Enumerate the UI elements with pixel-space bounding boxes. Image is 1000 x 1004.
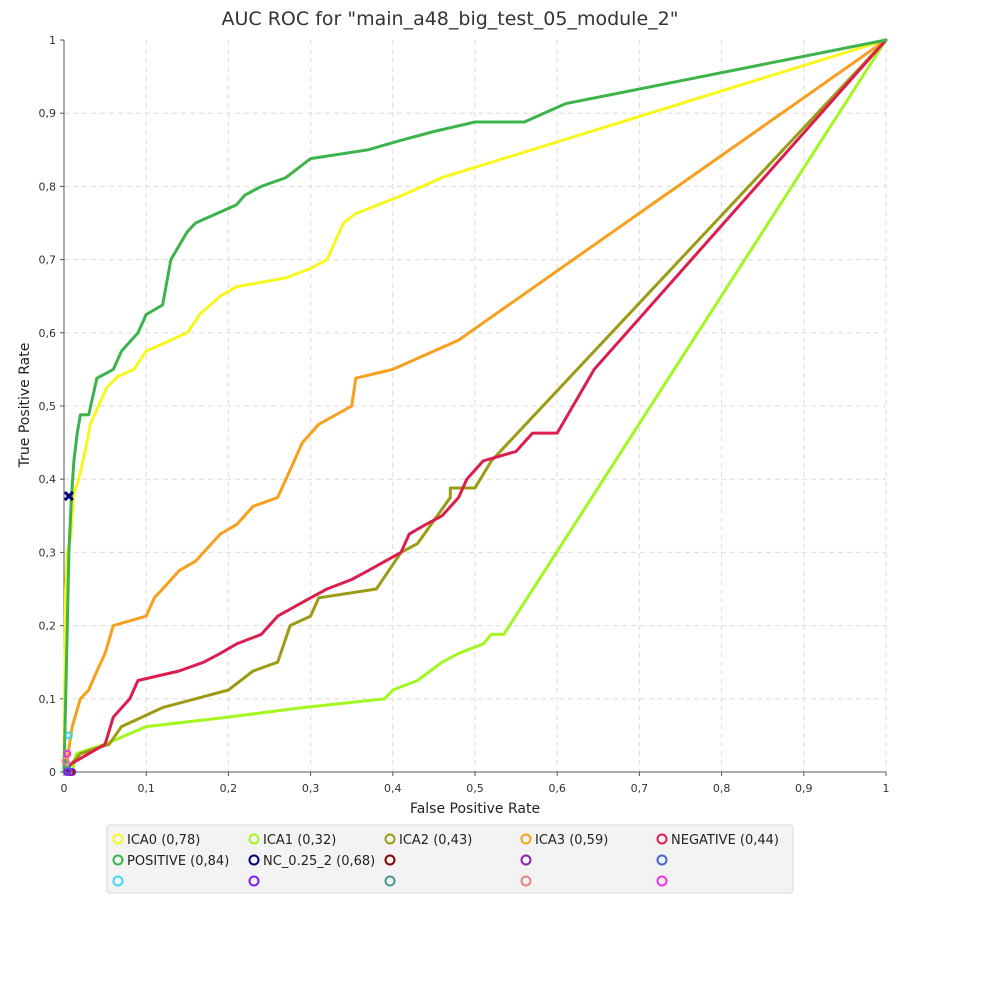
legend-marker-2[interactable] <box>384 833 396 845</box>
series-line-4 <box>62 38 888 774</box>
x-tick-label: 0,1 <box>137 782 155 795</box>
legend-marker-3[interactable] <box>520 833 532 845</box>
x-tick-label: 0,3 <box>302 782 320 795</box>
y-tick-label: 1 <box>49 34 56 47</box>
legend-marker-11[interactable] <box>248 875 260 887</box>
x-tick-label: 0,9 <box>795 782 813 795</box>
legend-marker-7[interactable] <box>384 854 396 866</box>
legend-marker-1[interactable] <box>248 833 260 845</box>
x-tick-label: 1 <box>883 782 890 795</box>
legend-label-0[interactable]: ICA0 (0,78) <box>127 833 200 848</box>
series-marker-10 <box>64 731 73 740</box>
x-tick-label: 0,2 <box>220 782 238 795</box>
y-tick-label: 0,7 <box>39 254 57 267</box>
series-line-3 <box>62 38 888 774</box>
legend-marker-6[interactable] <box>248 854 260 866</box>
y-tick-label: 0 <box>49 766 56 779</box>
legend-marker-5[interactable] <box>112 854 124 866</box>
legend-label-3[interactable]: ICA3 (0,59) <box>535 833 608 848</box>
legend-marker-10[interactable] <box>112 875 124 887</box>
axes: 00 0,1 0,1 0,2 0,2 0,3 0,3 0,4 0,4 0,5 0,5 0,6 0,6 0,… <box>39 34 890 795</box>
legend-marker-0[interactable] <box>112 833 124 845</box>
series-marker-6 <box>63 490 74 502</box>
series-group <box>61 38 888 776</box>
x-tick-label: 0,6 <box>548 782 566 795</box>
x-tick-label: 0,7 <box>631 782 649 795</box>
y-tick-label: 0,5 <box>39 400 57 413</box>
series-marker-14 <box>63 749 72 758</box>
legend-label-1[interactable]: ICA1 (0,32) <box>263 833 336 848</box>
legend: ICA0 (0,78) ICA1 (0,32) ICA2 (0,43) ICA3 (0… <box>106 824 794 894</box>
series-marker-11 <box>63 768 72 776</box>
x-tick-label: 0,5 <box>466 782 484 795</box>
y-axis-title: True Positive Rate <box>17 343 33 469</box>
chart-title: AUC ROC for "main_a48_big_test_05_module… <box>222 8 679 30</box>
y-tick-label: 0,3 <box>39 546 57 559</box>
legend-marker-9[interactable] <box>656 854 668 866</box>
y-tick-label: 0,1 <box>39 693 57 706</box>
legend-marker-13[interactable] <box>520 875 532 887</box>
series-marker-8 <box>68 768 77 776</box>
series-marker-12 <box>62 760 71 769</box>
legend-box <box>106 824 794 894</box>
legend-marker-12[interactable] <box>384 875 396 887</box>
legend-label-5[interactable]: POSITIVE (0,84) <box>127 854 229 869</box>
y-tick-label: 0,9 <box>39 107 57 120</box>
series-line-0 <box>62 38 888 774</box>
series-line-2 <box>62 38 888 774</box>
series-line-5 <box>62 38 888 774</box>
x-tick-label: 0 <box>61 782 68 795</box>
y-tick-label: 0,8 <box>39 180 57 193</box>
x-axis-title: False Positive Rate <box>410 801 540 817</box>
x-tick-label: 0,4 <box>384 782 402 795</box>
legend-label-6[interactable]: NC_0.25_2 (0,68) <box>263 854 375 869</box>
grid <box>64 40 887 773</box>
legend-marker-14[interactable] <box>656 875 668 887</box>
legend-marker-4[interactable] <box>656 833 668 845</box>
legend-label-2[interactable]: ICA2 (0,43) <box>399 833 472 848</box>
y-tick-label: 0,6 <box>39 327 57 340</box>
x-tick-label: 0,8 <box>713 782 731 795</box>
y-tick-label: 0,4 <box>39 473 57 486</box>
legend-marker-8[interactable] <box>520 854 532 866</box>
y-tick-label: 0,2 <box>39 620 57 633</box>
series-marker-13 <box>61 757 70 766</box>
legend-label-4[interactable]: NEGATIVE (0,44) <box>671 833 779 848</box>
